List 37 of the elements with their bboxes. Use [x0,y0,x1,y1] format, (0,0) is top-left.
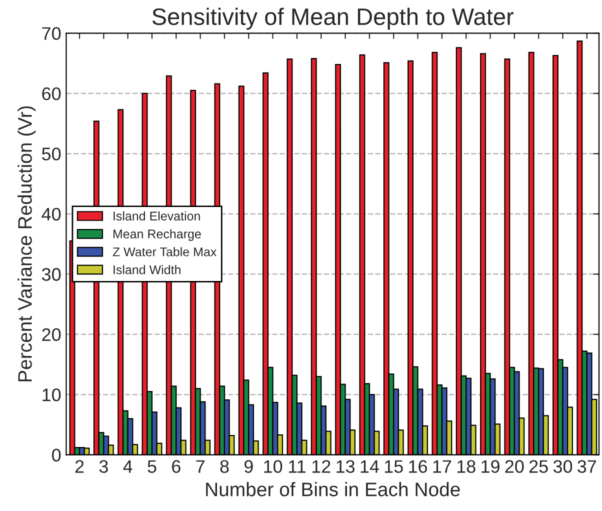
x-tick-label: 6 [172,460,180,473]
x-tick-label: 3 [99,460,108,473]
legend-label: Island Elevation [114,211,200,221]
x-tick-label: 37 [578,460,596,473]
y-tick-label: 0 [52,448,61,462]
x-tick-label: 5 [148,460,156,473]
y-tick-label: 70 [42,27,61,40]
legend-label: Mean Recharge [113,229,201,241]
x-tick-label: 14 [360,460,379,473]
x-tick-label: 13 [336,460,355,473]
x-tick-label: 8 [220,460,229,473]
y-tick-label: 20 [42,328,61,342]
legend-label: Island Width [114,265,180,274]
chart-title: Sensitivity of Mean Depth to Water [152,8,514,30]
x-axis-title: Number of Bins in Each Node [206,482,460,496]
x-tick-label: 19 [482,460,500,473]
y-tick-label: 30 [42,268,61,281]
y-tick-label: 40 [42,208,61,221]
y-axis-title: Percent Variance Reduction (Vr) [18,106,36,382]
x-tick-label: 7 [196,460,204,473]
x-tick-label: 18 [457,460,476,473]
y-tick-label: 60 [42,87,61,100]
x-tick-label: 25 [529,460,548,473]
legend-label: Z Water Table Max [112,247,217,256]
y-tick-label: 50 [42,148,61,160]
x-tick-label: 17 [433,460,452,473]
x-tick-label: 4 [123,460,132,473]
x-tick-label: 9 [244,460,253,473]
x-tick-label: 12 [312,460,330,473]
x-tick-label: 16 [409,460,428,473]
x-tick-label: 20 [505,460,524,473]
x-tick-label: 30 [553,460,572,473]
x-tick-label: 2 [75,460,84,473]
x-tick-label: 10 [264,460,282,473]
x-tick-label: 11 [288,460,306,473]
x-tick-label: 15 [384,460,403,473]
y-tick-label: 10 [42,388,61,402]
